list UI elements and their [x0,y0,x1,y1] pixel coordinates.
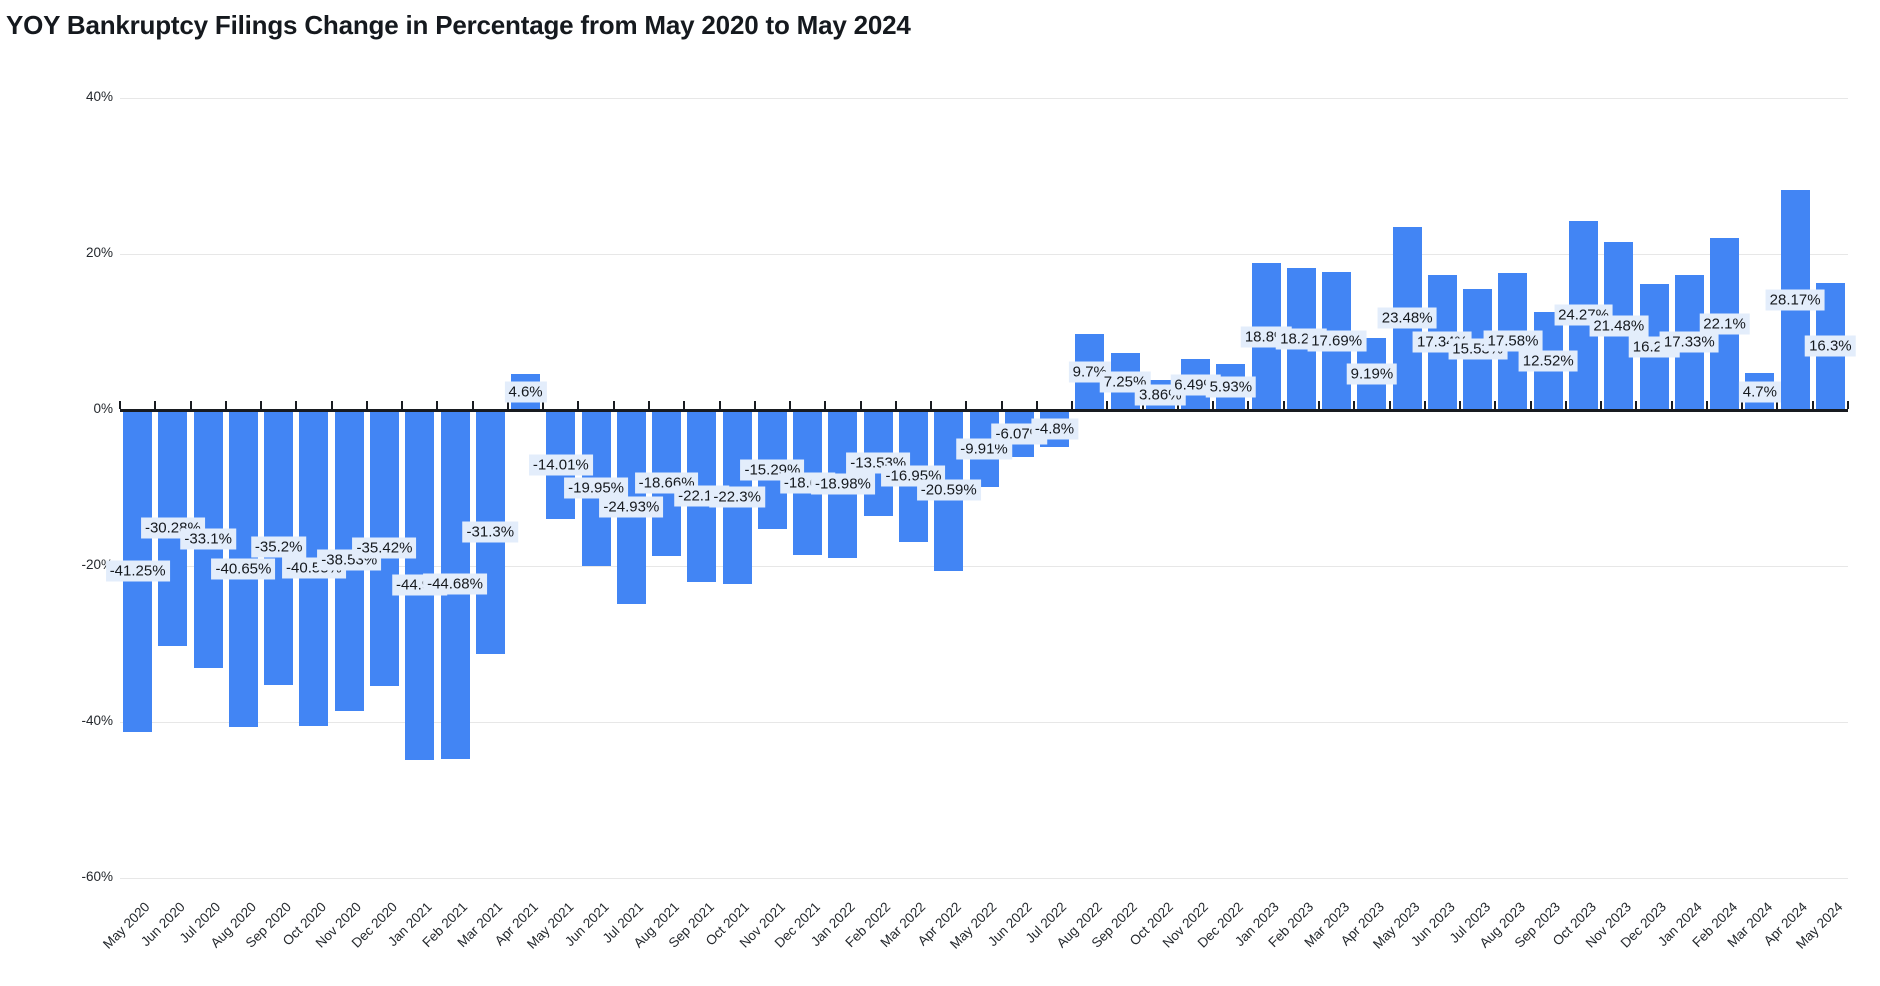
bar-value-label: 17.69% [1307,330,1367,352]
chart-title: YOY Bankruptcy Filings Change in Percent… [6,10,911,40]
axis-tick-mark [1494,400,1497,409]
axis-tick-mark [894,400,897,409]
bar-value-label: -20.59% [916,479,981,501]
y-axis-tick-label: -60% [81,869,113,884]
y-axis-tick-label: -40% [81,713,113,728]
bar-value-label: -41.25% [105,560,170,582]
axis-tick-mark [1600,400,1603,409]
y-axis-tick-label: 20% [85,245,113,260]
bar-value-label: -33.1% [180,528,236,550]
axis-tick-mark [1564,400,1567,409]
axis-tick-mark [683,400,686,409]
bar-value-label: 12.52% [1518,350,1578,372]
bar-value-label: -19.95% [564,477,629,499]
axis-tick-mark [647,400,650,409]
y-axis-tick-label: 40% [85,89,113,104]
axis-tick-mark [119,400,121,409]
axis-tick-mark [1247,400,1250,409]
axis-tick-mark [1212,400,1215,409]
bar-value-label: 4.6% [504,381,547,403]
axis-tick-mark [612,400,615,409]
axis-tick-mark [260,400,263,409]
axis-tick-mark [401,400,404,409]
bar-value-label: 23.48% [1377,307,1437,329]
zero-axis-line [120,408,1848,412]
axis-tick-mark [189,400,192,409]
bar-value-label: 5.93% [1205,376,1257,398]
axis-tick-mark [965,400,968,409]
axis-tick-mark [154,400,157,409]
axis-tick-mark [1670,400,1673,409]
axis-tick-mark [436,400,439,409]
axis-tick-mark [930,400,933,409]
bar-value-label: -4.8% [1030,418,1079,440]
axis-tick-mark [295,400,298,409]
y-axis-tick-label: 0% [93,401,113,416]
gridline [120,565,1848,567]
bar-value-label: 17.58% [1483,330,1543,352]
axis-tick-mark [1106,400,1109,409]
axis-tick-mark [1705,400,1708,409]
bar-value-label: -40.65% [211,558,276,580]
axis-tick-mark [471,400,474,409]
axis-tick-mark [1776,400,1779,409]
axis-tick-mark [1000,400,1003,409]
axis-tick-mark [1282,400,1285,409]
gridline [120,877,1848,879]
bar-value-label: 17.33% [1659,331,1719,353]
bar-value-label: -24.93% [599,496,664,518]
bar-value-label: -18.98% [811,473,875,495]
bar-value-label: 4.7% [1738,381,1781,403]
y-axis-tick-label: -20% [81,557,113,572]
axis-tick-mark [1529,400,1532,409]
axis-tick-mark [1459,400,1462,409]
bar-value-label: -22.3% [709,486,765,508]
axis-tick-mark [789,400,792,409]
axis-tick-mark [1423,400,1426,409]
bar-value-label: 28.17% [1765,289,1825,311]
axis-tick-mark [542,400,545,409]
axis-tick-mark [1318,400,1321,409]
axis-tick-mark [365,400,368,409]
axis-tick-mark [1847,400,1849,409]
axis-tick-mark [1388,400,1391,409]
axis-tick-mark [753,400,756,409]
axis-tick-mark [1635,400,1638,409]
axis-tick-mark [859,400,862,409]
bar-value-label: 21.48% [1589,315,1649,337]
axis-tick-mark [224,400,227,409]
gridline [120,721,1848,723]
axis-tick-mark [1741,400,1744,409]
axis-tick-mark [577,400,580,409]
bar-value-label: 16.3% [1805,335,1856,357]
axis-tick-mark [506,400,509,409]
gridline [120,253,1848,255]
bar-value-label: 22.1% [1699,313,1750,335]
axis-tick-mark [1353,400,1356,409]
bar-value-label: -35.42% [352,537,417,559]
axis-tick-mark [1811,400,1814,409]
bar-value-label: -35.2% [250,536,307,558]
gridline [120,97,1848,99]
axis-tick-mark [1071,400,1074,409]
axis-tick-mark [718,400,721,409]
axis-tick-mark [824,400,827,409]
axis-tick-mark [1035,400,1038,409]
bar-value-label: 9.19% [1346,363,1398,385]
axis-tick-mark [330,400,333,409]
bar-value-label: -44.68% [423,573,487,595]
bar-value-label: -31.3% [462,521,519,543]
bar-value-label: -14.01% [528,454,593,476]
